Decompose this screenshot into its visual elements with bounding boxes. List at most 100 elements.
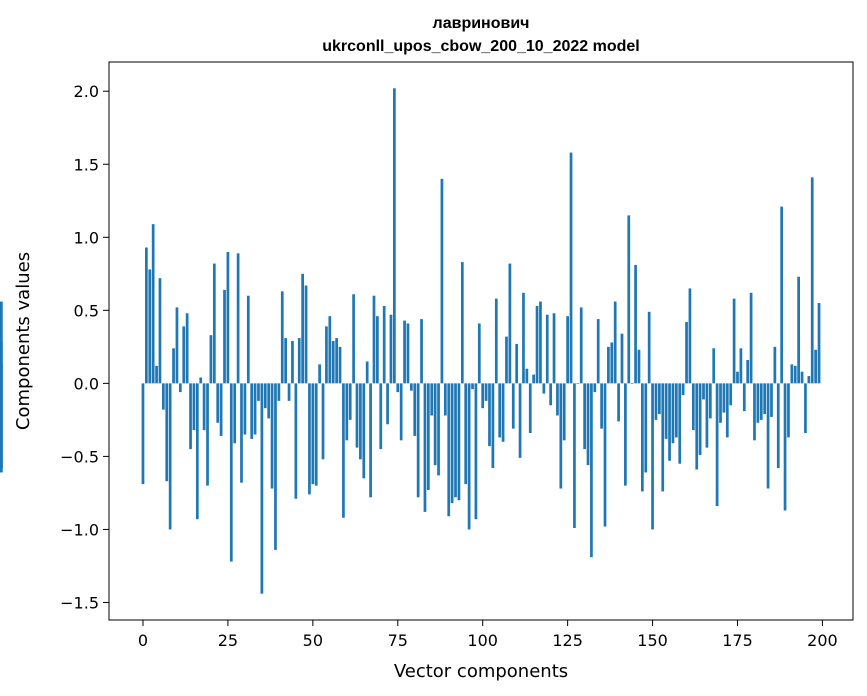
y-tick-label: 0.5 [74,301,99,320]
bar-90 [447,383,451,517]
bar-134 [596,319,600,384]
bar-142 [624,383,627,486]
chart-title: лавринович [433,15,530,32]
bar-50 [311,383,315,485]
bar-5 [158,278,162,384]
bar-73 [389,314,393,384]
bar-112 [522,292,525,384]
bar-188 [780,206,784,384]
bar-63 [355,383,359,448]
bar-110 [515,343,519,384]
bar-108 [508,263,512,384]
bar-146 [637,349,641,384]
bar-94 [460,262,464,384]
bar-57 [335,338,338,384]
bar-121 [552,313,556,384]
bar-150 [651,383,654,530]
bar-187 [776,383,780,469]
bar-166 [705,383,709,448]
bar-62 [352,294,355,384]
bar-117 [539,301,542,384]
bar-98 [474,383,478,520]
bar-178 [746,359,750,384]
bar-37 [267,383,271,419]
bar-194 [800,371,804,384]
bar-26 [229,383,233,562]
bar-165 [702,383,705,400]
bar-11 [178,383,182,393]
bar-114 [528,383,532,434]
bar-31 [246,295,250,384]
bar-123 [559,383,563,489]
bar-105 [498,383,502,438]
bar-157 [674,383,678,438]
bar-135 [600,383,603,429]
bar-97 [471,383,474,390]
bar-138 [610,342,614,384]
bar-195 [804,383,807,434]
bar-159 [681,383,685,396]
bar-89 [443,383,447,416]
bar-172 [725,383,729,438]
bar-22 [216,383,220,423]
bar-155 [668,383,671,461]
bar-132 [590,383,593,558]
bar-18 [202,383,206,431]
bar-undefined [0,383,3,469]
y-axis-ticks: −1.5 −1.0 −0.5 0.0 0.5 1.0 1.5 2.0 [60,82,109,612]
bar-196 [807,376,811,384]
bar-124 [562,383,566,441]
bar-87 [437,383,440,476]
bar-64 [359,383,362,460]
bar-29 [240,383,243,483]
bar-193 [797,276,800,384]
bar-173 [729,383,733,406]
bar-16 [195,383,199,520]
bar-36 [263,383,267,409]
bar-151 [654,383,658,420]
bar-125 [566,316,569,384]
bar-128 [576,383,580,384]
bar-139 [613,301,617,384]
bar-164 [698,383,702,455]
bar-4 [155,365,158,384]
bar-153 [661,383,665,492]
bar-48 [304,285,308,384]
bar-103 [491,383,495,469]
bar-38 [270,383,274,489]
y-tick-label: −0.5 [60,447,99,466]
bar-54 [325,326,328,384]
bar-24 [223,289,226,384]
bar-81 [416,383,420,498]
bar-3 [151,224,155,384]
x-tick-label: 150 [637,631,668,650]
bar-197 [810,177,814,384]
bar-51 [314,383,318,486]
bar-171 [722,383,726,413]
bar-70 [379,383,383,450]
bar-23 [219,383,223,436]
y-tick-label: 1.5 [74,155,99,174]
bar-75 [396,383,400,393]
bar-174 [732,298,736,384]
bar-182 [759,383,763,420]
bar-181 [756,383,760,423]
bar-170 [719,383,722,423]
bar-13 [185,313,189,384]
bar-17 [199,377,203,384]
bar-158 [678,383,682,464]
y-tick-label: −1.0 [60,520,99,539]
bar-41 [280,291,284,384]
bar-9 [172,348,175,384]
bar-93 [457,383,461,501]
bar-101 [484,383,488,401]
x-tick-label: 200 [807,631,838,650]
bar-77 [403,320,406,384]
bar-185 [770,383,773,417]
bar-88 [440,178,444,384]
bar-176 [739,348,743,384]
bar-33 [253,383,257,435]
bar-179 [749,292,753,384]
bar-118 [542,383,546,394]
bar-189 [783,383,787,511]
